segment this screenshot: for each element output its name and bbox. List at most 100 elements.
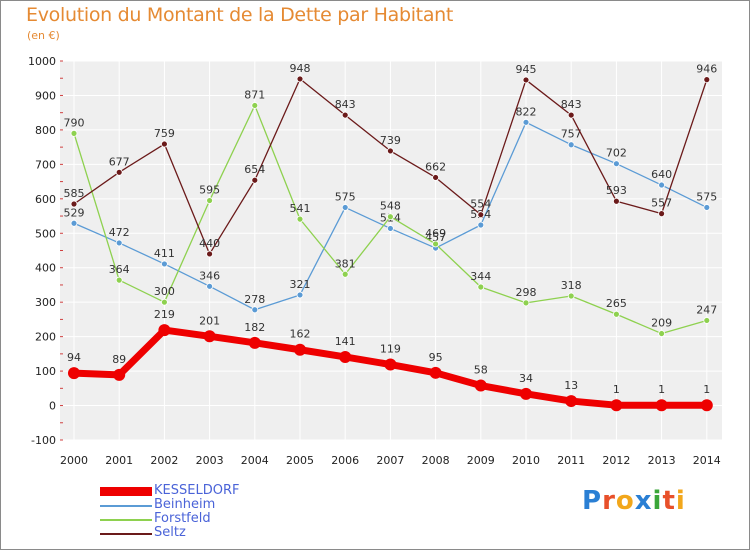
data-point	[567, 141, 575, 149]
data-point	[341, 270, 349, 278]
data-label: 346	[199, 269, 220, 282]
data-point	[248, 336, 261, 349]
data-label: 548	[380, 200, 401, 213]
data-label: 1	[658, 383, 665, 396]
x-tick-label: 2006	[331, 454, 359, 467]
x-tick-label: 2008	[422, 454, 450, 467]
data-point	[296, 75, 304, 83]
data-label: 89	[112, 353, 126, 366]
x-tick-label: 2000	[60, 454, 88, 467]
data-label: 141	[335, 335, 356, 348]
data-point	[703, 76, 711, 84]
data-label: 201	[199, 314, 220, 327]
y-tick-label: 100	[35, 365, 56, 378]
data-label: 298	[516, 286, 537, 299]
data-point	[522, 76, 530, 84]
plot-area	[60, 61, 722, 440]
data-label: 739	[380, 134, 401, 147]
legend-swatch	[100, 533, 152, 535]
data-label: 593	[606, 184, 627, 197]
data-label: 575	[335, 190, 356, 203]
data-label: 344	[470, 270, 491, 283]
data-point	[567, 292, 575, 300]
data-label: 843	[335, 98, 356, 111]
data-point	[432, 174, 440, 181]
data-label: 946	[696, 63, 717, 76]
data-point	[296, 215, 304, 223]
y-tick-label: 300	[35, 296, 56, 309]
x-tick-label: 2014	[693, 454, 721, 467]
data-label: 34	[519, 372, 533, 385]
logo-letter: r	[602, 486, 616, 516]
data-label: 278	[244, 293, 265, 306]
y-tick-label: 1000	[28, 55, 56, 68]
data-point	[386, 147, 394, 155]
data-point	[703, 317, 711, 324]
data-label: 265	[606, 297, 627, 310]
y-tick-label: 200	[35, 331, 56, 344]
data-label: 790	[64, 116, 85, 129]
data-point	[206, 197, 214, 204]
data-point	[296, 291, 304, 299]
data-point	[567, 111, 575, 119]
data-label: 381	[335, 257, 356, 270]
data-label: 219	[154, 308, 175, 321]
y-tick-label: 400	[35, 262, 56, 275]
y-tick-label: 700	[35, 158, 56, 171]
chart-unit: (en €)	[27, 29, 60, 42]
data-point	[206, 282, 214, 290]
x-tick-label: 2011	[557, 454, 585, 467]
data-point	[565, 395, 578, 408]
data-label: 662	[425, 160, 446, 173]
data-point	[68, 367, 80, 380]
data-point	[206, 250, 214, 258]
data-label: 654	[244, 163, 265, 176]
x-tick-label: 2009	[467, 454, 495, 467]
x-tick-label: 2010	[512, 454, 540, 467]
data-label: 948	[290, 62, 311, 75]
x-tick-label: 2012	[602, 454, 630, 467]
chart-title: Evolution du Montant de la Dette par Hab…	[26, 4, 454, 26]
data-point	[522, 299, 530, 307]
data-label: 871	[244, 88, 265, 101]
data-point	[477, 221, 485, 229]
data-label: 321	[290, 278, 311, 291]
y-tick-label: 500	[35, 227, 56, 240]
data-point	[477, 283, 485, 291]
data-point	[115, 168, 123, 176]
proxiti-logo: Proxiti	[582, 486, 686, 516]
data-point	[658, 330, 665, 337]
data-point	[658, 181, 665, 189]
x-tick-label: 2002	[150, 454, 178, 467]
data-point	[158, 324, 171, 337]
data-label: 209	[651, 317, 672, 330]
data-label: 94	[67, 351, 81, 364]
data-point	[432, 240, 440, 248]
data-label: 677	[109, 155, 130, 168]
data-label: 300	[154, 285, 175, 298]
data-point	[113, 368, 126, 381]
data-label: 119	[380, 343, 401, 356]
data-label: 411	[154, 247, 175, 260]
data-point	[341, 111, 349, 119]
data-label: 440	[199, 237, 220, 250]
x-tick-label: 2003	[196, 454, 224, 467]
legend-swatch	[100, 487, 152, 496]
legend-label: Beinheim	[154, 497, 216, 512]
logo-letter: i	[675, 486, 686, 516]
data-label: 1	[703, 383, 710, 396]
data-point	[251, 306, 259, 314]
data-label: 247	[696, 303, 717, 316]
data-point	[70, 219, 78, 227]
data-point	[703, 204, 711, 211]
data-point	[115, 276, 123, 284]
data-label: 529	[64, 206, 85, 219]
data-point	[610, 399, 623, 412]
data-point	[160, 298, 168, 306]
data-label: 364	[109, 263, 130, 276]
data-label: 595	[199, 184, 220, 197]
data-point	[613, 160, 620, 168]
data-point	[700, 399, 713, 412]
data-label: 843	[561, 98, 582, 111]
data-label: 585	[64, 187, 85, 200]
